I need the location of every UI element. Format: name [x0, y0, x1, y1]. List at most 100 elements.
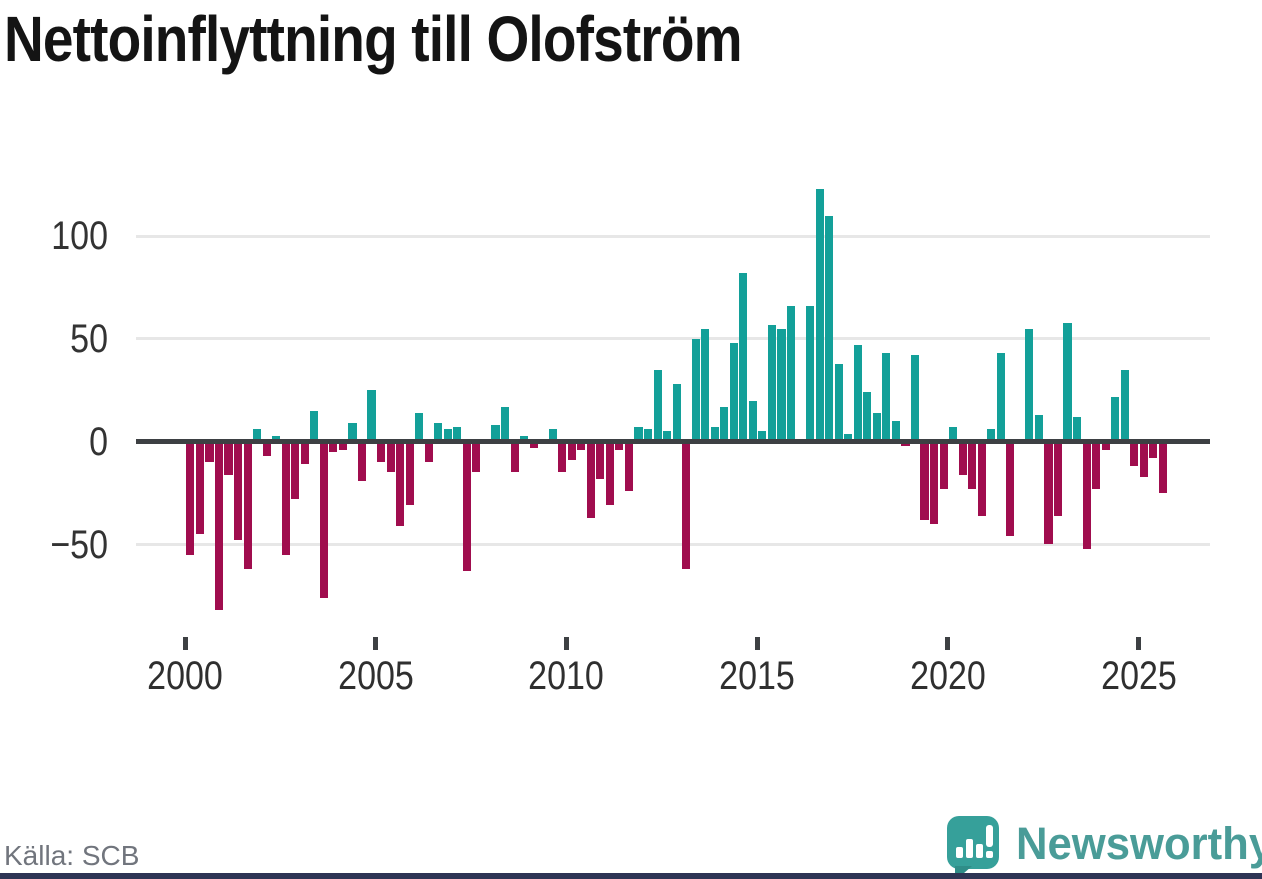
newsworthy-logo: Newsworthy — [944, 812, 1262, 879]
x-axis-label: 2015 — [719, 654, 795, 698]
data-bar — [930, 441, 939, 524]
data-bar — [634, 427, 643, 442]
newsworthy-logo-icon — [947, 816, 999, 869]
x-axis-label: 2010 — [528, 654, 605, 698]
y-axis-label: 0 — [89, 419, 108, 464]
gridline-y100 — [136, 234, 1210, 238]
data-bar — [377, 441, 386, 463]
data-bar — [605, 441, 614, 506]
data-bar — [1092, 441, 1101, 489]
data-bar — [1082, 441, 1091, 549]
y-axis-label: −50 — [50, 522, 108, 567]
data-bar — [596, 441, 605, 479]
data-bar — [1158, 441, 1167, 494]
x-axis-tick — [945, 637, 951, 650]
data-bar — [472, 441, 481, 473]
data-bar — [672, 384, 681, 442]
data-bar — [567, 441, 576, 461]
data-bar — [910, 355, 920, 442]
data-bar — [1025, 328, 1034, 442]
y-axis-label: 50 — [70, 316, 108, 361]
data-bar — [1139, 441, 1148, 477]
data-bar — [310, 410, 319, 442]
data-bar — [653, 369, 662, 442]
data-bar — [281, 441, 290, 555]
data-bar — [882, 353, 891, 442]
gridline-y50 — [136, 337, 1210, 341]
data-bar — [510, 441, 519, 473]
data-bar — [348, 423, 357, 442]
data-bar — [624, 441, 634, 491]
x-axis-label: 2020 — [909, 654, 986, 698]
data-bar — [939, 441, 948, 489]
data-bar — [920, 441, 929, 520]
data-bar — [253, 429, 262, 442]
data-bar — [691, 338, 700, 442]
data-bar — [1063, 322, 1072, 442]
data-bar — [748, 400, 757, 442]
data-bar — [958, 441, 967, 475]
data-bar — [815, 188, 824, 442]
zero-axis-line — [136, 439, 1210, 445]
data-bar — [682, 441, 691, 570]
data-bar — [615, 441, 624, 450]
x-axis-tick — [754, 637, 760, 650]
x-axis-label: 2005 — [337, 654, 414, 698]
data-bar — [500, 406, 510, 442]
logo-chart-bar-icon — [956, 847, 963, 858]
data-bar — [520, 435, 529, 442]
data-bar — [415, 412, 424, 442]
data-bar — [491, 425, 500, 442]
data-bar — [806, 306, 815, 442]
data-bar — [1034, 415, 1043, 442]
data-bar — [891, 421, 900, 442]
data-bar — [367, 390, 376, 442]
x-axis-tick — [182, 637, 188, 650]
x-axis-tick — [1136, 637, 1141, 650]
data-bar — [825, 215, 834, 442]
data-bar — [1120, 369, 1129, 442]
data-bar — [872, 412, 881, 442]
data-bar — [319, 441, 328, 598]
data-bar — [720, 406, 729, 442]
data-bar — [300, 441, 309, 465]
data-bar — [949, 427, 958, 442]
y-axis-label: 100 — [51, 214, 108, 259]
data-bar — [1073, 417, 1082, 442]
data-bar — [739, 273, 748, 442]
data-bar — [453, 427, 462, 442]
source-label: Källa: SCB — [4, 840, 140, 871]
logo-chart-bar-icon — [966, 839, 973, 858]
data-bar — [710, 427, 719, 442]
x-axis-label: 2000 — [147, 654, 223, 698]
data-bar — [424, 441, 433, 463]
data-bar — [1053, 441, 1063, 516]
data-bar — [701, 328, 710, 442]
data-bar — [405, 441, 414, 506]
data-bar — [844, 433, 853, 442]
brand-name: Newsworthy — [1016, 818, 1262, 869]
data-bar — [577, 441, 586, 450]
data-bar — [863, 392, 872, 442]
data-bar — [558, 441, 567, 473]
data-bar — [968, 441, 977, 489]
data-bar — [977, 441, 986, 516]
bottom-accent-strip — [0, 873, 1262, 879]
data-bar — [663, 431, 672, 442]
data-bar — [853, 345, 862, 442]
data-bar — [224, 441, 233, 475]
data-bar — [329, 441, 338, 452]
data-bar — [1149, 441, 1158, 459]
data-bar — [643, 429, 653, 442]
data-bar — [186, 441, 195, 555]
data-bar — [586, 441, 595, 518]
data-bar — [1006, 441, 1015, 537]
data-bar — [272, 435, 281, 442]
data-bar — [786, 306, 796, 442]
x-axis-tick — [563, 637, 569, 650]
data-bar — [777, 328, 786, 442]
data-bar — [195, 441, 204, 535]
data-bar — [834, 363, 843, 442]
data-bar — [987, 429, 996, 442]
